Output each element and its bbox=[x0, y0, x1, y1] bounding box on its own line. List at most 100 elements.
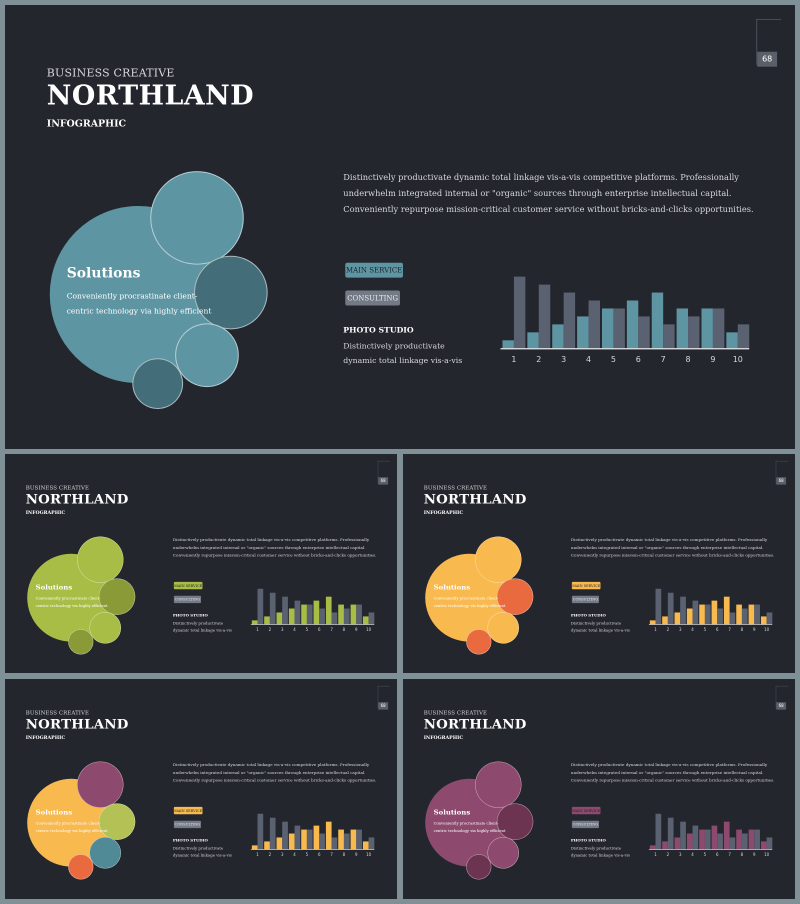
kicker-text: BUSINESS CREATIVE bbox=[25, 709, 90, 717]
slide-blue: 68 BUSINESS CREATIVE NORTHLAND INFOGRAPH… bbox=[5, 5, 795, 449]
chart-tick-label: 6 bbox=[716, 627, 719, 632]
chart-bar-s1-5 bbox=[699, 829, 705, 850]
chart-bar-s1-2 bbox=[264, 841, 270, 850]
bar-chart: 1 2 3 4 5 6 7 8 9 10 bbox=[648, 813, 773, 857]
brand-subtitle: INFOGRAPHIC bbox=[25, 510, 66, 516]
chart-tick-label: 7 bbox=[728, 627, 731, 632]
chart-bar-s2-8 bbox=[343, 608, 350, 625]
chart-bar-s2-6 bbox=[717, 833, 723, 850]
description-paragraph: Distinctively productivate dynamic total… bbox=[343, 172, 754, 215]
solutions-text: Conveniently procrastinate client-centri… bbox=[433, 821, 506, 833]
kicker-text: BUSINESS CREATIVE bbox=[25, 484, 90, 492]
chart-bar-s1-9 bbox=[350, 604, 357, 625]
photo-studio-title: PHOTO STUDIO bbox=[172, 837, 208, 843]
slide-content: 68 BUSINESS CREATIVE NORTHLAND INFOGRAPH… bbox=[5, 454, 397, 673]
chart-bar-s1-10 bbox=[760, 616, 767, 625]
chart-bar-s1-8 bbox=[736, 604, 742, 625]
slide-plum: 68 BUSINESS CREATIVE NORTHLAND INFOGRAPH… bbox=[403, 679, 795, 899]
chart-tick-label: 4 bbox=[293, 627, 296, 632]
chart-bar-s2-10 bbox=[766, 612, 773, 625]
chart-bar-s1-6 bbox=[313, 600, 320, 625]
chart-bar-s1-3 bbox=[674, 837, 681, 850]
chart-bar-s2-8 bbox=[741, 608, 748, 625]
circle-bottom-right bbox=[175, 323, 239, 388]
chart-tick-label: 4 bbox=[691, 852, 694, 857]
main-service-tag: MAIN SERVICE bbox=[571, 806, 601, 815]
chart-bar-s1-3 bbox=[674, 612, 681, 625]
chart-bar-s1-7 bbox=[723, 596, 730, 625]
circle-bottom bbox=[68, 629, 94, 655]
chart-bar-s1-1 bbox=[502, 340, 514, 349]
chart-bar-s2-1 bbox=[655, 588, 662, 625]
circle-top bbox=[475, 761, 522, 808]
solutions-title: Solutions bbox=[433, 808, 471, 817]
chart-bar-s1-6 bbox=[313, 825, 320, 850]
chart-bar-s2-9 bbox=[356, 604, 362, 625]
chart-bar-s2-9 bbox=[754, 604, 760, 625]
photo-studio-title: PHOTO STUDIO bbox=[570, 837, 606, 843]
photo-studio-text: Distinctively productivate dynamic total… bbox=[570, 620, 630, 633]
chart-bar-s2-9 bbox=[356, 829, 362, 850]
circle-top bbox=[77, 536, 124, 583]
chart-tick-label: 1 bbox=[511, 355, 516, 364]
chart-bar-s1-1 bbox=[251, 845, 258, 850]
main-service-tag: MAIN SERVICE bbox=[571, 581, 601, 590]
bar-chart: 1 2 3 4 5 6 7 8 9 10 bbox=[250, 588, 375, 632]
chart-bar-s1-4 bbox=[288, 608, 295, 625]
photo-studio-text: Distinctively productivate dynamic total… bbox=[172, 845, 232, 858]
solutions-text: Conveniently procrastinate client-centri… bbox=[433, 596, 506, 608]
chart-bar-s1-2 bbox=[662, 841, 668, 850]
chart-bar-s1-3 bbox=[276, 837, 283, 850]
chart-tick-label: 6 bbox=[318, 627, 321, 632]
chart-bar-s1-10 bbox=[760, 841, 767, 850]
kicker-text: BUSINESS CREATIVE bbox=[46, 66, 175, 80]
circle-top bbox=[150, 171, 244, 265]
chart-tick-label: 1 bbox=[256, 627, 259, 632]
chart-bar-s1-7 bbox=[325, 821, 332, 850]
brand-title: NORTHLAND bbox=[46, 80, 255, 112]
chart-tick-label: 2 bbox=[536, 355, 541, 364]
chart-bar-s2-6 bbox=[638, 316, 650, 349]
chart-tick-label: 7 bbox=[330, 627, 333, 632]
chart-bar-s1-4 bbox=[686, 833, 693, 850]
chart-bar-s1-1 bbox=[649, 620, 656, 625]
consulting-tag: CONSULTING bbox=[345, 290, 400, 306]
chart-tick-label: 9 bbox=[355, 852, 358, 857]
chart-bar-s1-1 bbox=[251, 620, 258, 625]
chart-tick-label: 10 bbox=[764, 852, 770, 857]
chart-bar-s1-3 bbox=[552, 324, 564, 349]
main-service-tag: MAIN SERVICE bbox=[173, 806, 203, 815]
chart-bar-s1-2 bbox=[264, 616, 270, 625]
chart-bar-s2-6 bbox=[319, 608, 325, 625]
solutions-title: Solutions bbox=[66, 265, 141, 282]
slide-content: 68 BUSINESS CREATIVE NORTHLAND INFOGRAPH… bbox=[5, 5, 795, 447]
slide-mixed: 68 BUSINESS CREATIVE NORTHLAND INFOGRAPH… bbox=[5, 679, 397, 899]
chart-bar-s2-5 bbox=[704, 604, 711, 625]
chart-bar-s2-10 bbox=[368, 612, 375, 625]
chart-bar-s1-4 bbox=[686, 608, 693, 625]
chart-bar-s1-10 bbox=[726, 332, 738, 349]
chart-tick-label: 10 bbox=[733, 355, 743, 364]
page-number: 68 bbox=[378, 477, 389, 485]
slide-green: 68 BUSINESS CREATIVE NORTHLAND INFOGRAPH… bbox=[5, 454, 397, 673]
brand-subtitle: INFOGRAPHIC bbox=[423, 510, 464, 516]
description-paragraph: Distinctively productivate dynamic total… bbox=[172, 761, 377, 783]
chart-bar-s2-9 bbox=[712, 308, 725, 349]
chart-tick-label: 9 bbox=[710, 355, 715, 364]
circle-right bbox=[194, 255, 268, 330]
chart-tick-label: 3 bbox=[281, 852, 284, 857]
circle-right bbox=[496, 803, 534, 840]
chart-bar-s2-2 bbox=[667, 817, 674, 850]
chart-tick-label: 6 bbox=[716, 852, 719, 857]
chart-bar-s1-5 bbox=[699, 604, 705, 625]
chart-bar-s2-6 bbox=[717, 608, 723, 625]
chart-tick-label: 4 bbox=[293, 852, 296, 857]
main-service-tag: MAIN SERVICE bbox=[173, 581, 203, 590]
chart-bar-s1-8 bbox=[338, 829, 344, 850]
chart-tick-label: 8 bbox=[343, 852, 346, 857]
chart-bar-s2-5 bbox=[306, 829, 313, 850]
chart-tick-label: 6 bbox=[636, 355, 641, 364]
chart-bar-s2-2 bbox=[269, 817, 276, 850]
page-number: 68 bbox=[776, 702, 787, 710]
chart-bar-s2-10 bbox=[766, 837, 773, 850]
